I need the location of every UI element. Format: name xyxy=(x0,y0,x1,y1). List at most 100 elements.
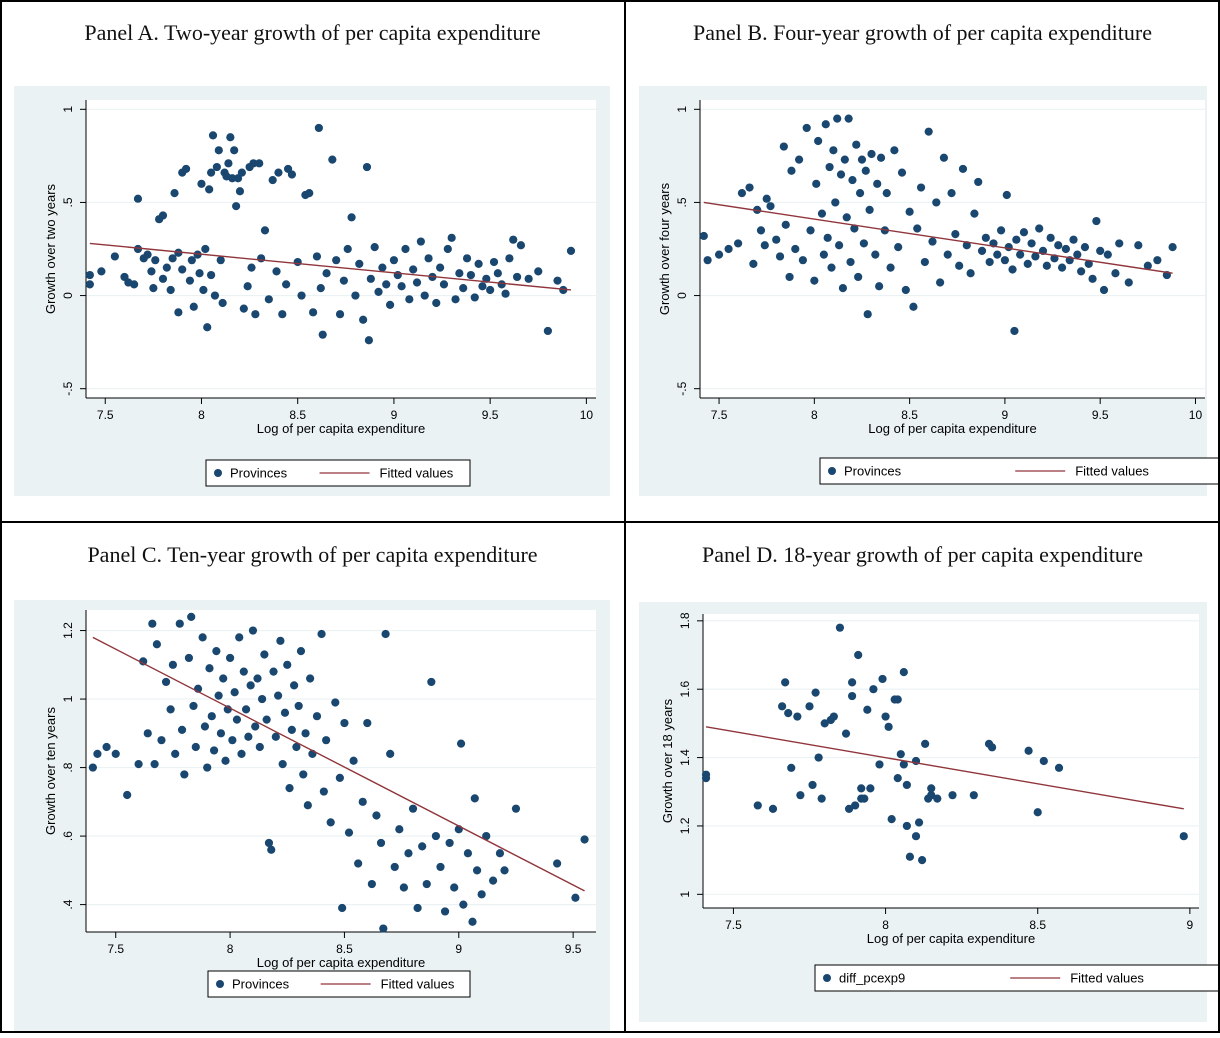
border-center xyxy=(624,0,626,1033)
x-tick-label: 8 xyxy=(198,408,205,422)
data-point xyxy=(775,252,785,261)
y-tick-label: -.5 xyxy=(675,381,689,395)
data-point xyxy=(987,743,997,752)
data-point xyxy=(781,220,790,229)
x-tick-label: 8 xyxy=(882,918,889,932)
data-point xyxy=(553,859,562,868)
panel-a: Panel A. Two-year growth of per capita e… xyxy=(0,0,625,522)
data-point xyxy=(322,269,331,278)
data-point xyxy=(873,179,882,188)
data-point xyxy=(1033,808,1042,817)
data-point xyxy=(264,295,273,304)
data-point xyxy=(158,211,168,220)
data-point xyxy=(344,828,354,837)
data-point xyxy=(1035,224,1044,233)
data-point xyxy=(781,678,790,687)
data-point xyxy=(899,668,908,677)
data-point xyxy=(413,903,422,913)
data-point xyxy=(861,166,870,175)
data-point xyxy=(401,244,410,254)
y-axis-title: Growth over four years xyxy=(657,182,672,315)
fitted-line xyxy=(705,726,1184,810)
data-point xyxy=(796,791,805,800)
data-point xyxy=(148,619,157,628)
data-point xyxy=(278,760,287,769)
data-point xyxy=(209,746,219,755)
data-point xyxy=(301,729,310,738)
data-point xyxy=(191,742,200,752)
scatter-chart: -.5 0 .5 1 7.5 8 8.5 9 9.5 10 Log of per capita ex… xyxy=(639,86,1220,496)
data-point xyxy=(1024,746,1033,755)
data-point xyxy=(260,650,269,659)
data-point xyxy=(768,804,778,813)
data-point xyxy=(271,732,280,741)
data-point xyxy=(203,763,212,772)
data-point xyxy=(382,280,391,289)
data-point xyxy=(966,269,975,278)
data-point xyxy=(447,233,456,242)
data-point xyxy=(559,285,568,295)
data-point xyxy=(451,295,460,304)
data-point xyxy=(882,189,891,198)
data-point xyxy=(379,924,388,933)
data-point xyxy=(835,241,844,250)
data-point xyxy=(470,293,479,302)
data-point xyxy=(817,794,826,803)
data-point xyxy=(198,633,207,642)
data-point xyxy=(936,278,945,287)
data-point xyxy=(495,849,505,858)
data-point xyxy=(170,189,179,198)
data-point xyxy=(810,276,819,285)
data-point xyxy=(246,681,255,690)
data-point xyxy=(951,230,960,239)
data-point xyxy=(174,308,183,317)
data-point xyxy=(846,257,855,267)
data-point xyxy=(863,310,872,319)
x-tick-label: 9 xyxy=(1187,918,1194,932)
legend-point-marker xyxy=(216,980,224,988)
data-point xyxy=(235,187,245,196)
data-point xyxy=(251,310,260,319)
data-point xyxy=(838,284,848,293)
data-point xyxy=(102,742,111,752)
data-point xyxy=(819,250,828,259)
data-point xyxy=(386,749,395,758)
y-tick-label: 1.2 xyxy=(678,817,692,834)
data-point xyxy=(501,289,510,298)
data-point xyxy=(257,254,266,263)
data-point xyxy=(851,801,860,810)
data-point xyxy=(133,194,143,203)
data-point xyxy=(147,267,156,276)
data-point xyxy=(1016,250,1025,259)
data-point xyxy=(902,780,911,790)
data-point xyxy=(269,667,278,676)
data-point xyxy=(902,821,911,831)
data-point xyxy=(264,838,274,848)
data-point xyxy=(440,907,450,916)
data-point xyxy=(913,224,922,233)
data-point xyxy=(308,308,318,317)
data-point xyxy=(766,202,775,211)
data-point xyxy=(230,146,239,155)
x-axis-title: Log of per capita expenditure xyxy=(257,421,425,436)
data-point xyxy=(409,265,418,274)
data-point xyxy=(842,213,851,222)
data-point xyxy=(459,900,468,909)
data-point xyxy=(210,291,220,300)
data-point xyxy=(111,749,120,758)
data-point xyxy=(806,226,815,235)
data-point xyxy=(420,291,429,300)
data-point xyxy=(199,285,208,295)
data-point xyxy=(349,756,358,765)
data-point xyxy=(1027,239,1036,248)
data-point xyxy=(239,304,248,313)
data-point xyxy=(932,198,941,207)
data-point xyxy=(432,298,441,308)
data-point xyxy=(1168,243,1177,252)
panel-title: Panel B. Four-year growth of per capita … xyxy=(693,20,1152,45)
data-point xyxy=(1092,216,1101,226)
data-point xyxy=(276,636,285,645)
data-point xyxy=(378,263,387,272)
data-point xyxy=(208,131,218,140)
data-point xyxy=(207,712,216,721)
